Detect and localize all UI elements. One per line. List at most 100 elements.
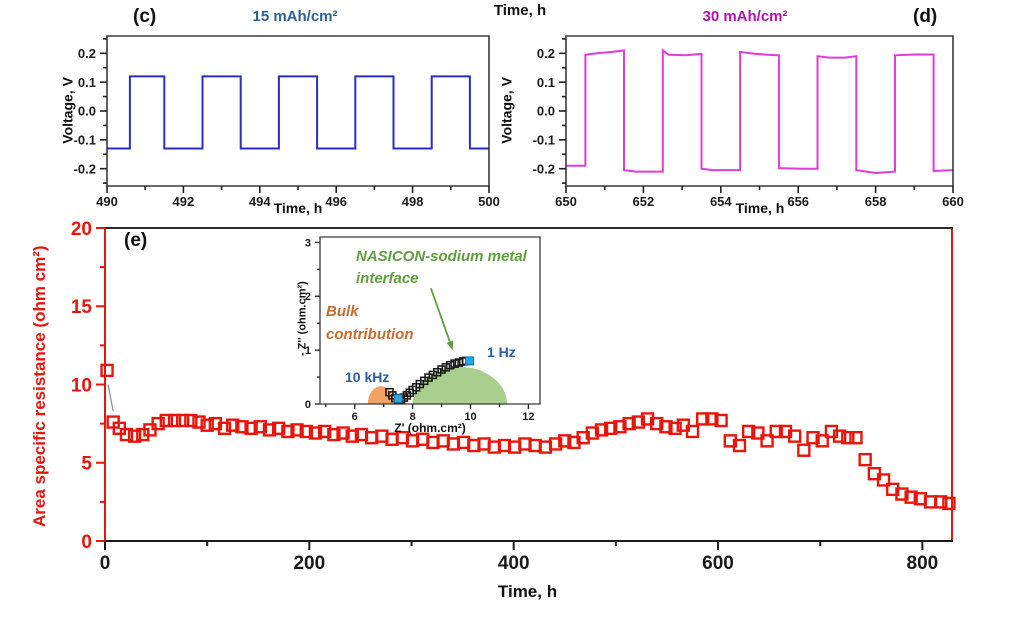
- data-point: [450, 359, 459, 368]
- y-tick-label: 0.1: [537, 75, 555, 90]
- x-tick-label: 8: [410, 411, 416, 423]
- data-point: [558, 434, 572, 448]
- data-point: [622, 416, 636, 431]
- y-tick-label: -0.1: [533, 133, 555, 148]
- data-point: [797, 443, 811, 457]
- y-tick-label: 0.1: [78, 75, 96, 90]
- panel-c-x-axis-label: Time, h: [273, 200, 323, 216]
- y-tick-label: 5: [81, 454, 92, 475]
- data-point: [942, 496, 956, 511]
- data-point: [184, 413, 198, 428]
- chart-d-series-line-0: [566, 48, 954, 175]
- data-point: [119, 427, 134, 442]
- data-point: [235, 420, 249, 434]
- data-point: [200, 418, 214, 432]
- data-point: [858, 452, 872, 467]
- chart-inset-arrow-0: [430, 287, 454, 351]
- panel-c-label: (c): [133, 6, 157, 27]
- x-tick-label: 500: [478, 194, 500, 209]
- chart-inset-semicircle-1: [412, 366, 507, 404]
- inset-annotation-high-freq: 10 kHz: [345, 369, 390, 385]
- data-point: [650, 416, 664, 431]
- data-point: [192, 415, 206, 429]
- data-point: [308, 426, 323, 440]
- data-point: [904, 490, 918, 504]
- x-tick-label: 200: [293, 553, 325, 574]
- data-point: [281, 424, 295, 439]
- y-tick-label: 0: [305, 399, 311, 411]
- data-point: [714, 413, 728, 428]
- data-point: [327, 427, 341, 442]
- data-point: [336, 426, 350, 440]
- x-tick-label: 12: [522, 411, 534, 423]
- inset-annotation-low-freq: 1 Hz: [487, 344, 516, 360]
- data-point: [548, 437, 563, 451]
- y-tick-label: 15: [71, 297, 93, 318]
- y-tick-label: 2: [305, 291, 311, 303]
- data-point: [594, 423, 609, 437]
- data-point: [604, 421, 618, 436]
- data-point: [393, 394, 403, 404]
- data-point: [262, 423, 277, 437]
- data-point: [895, 487, 909, 501]
- data-point: [696, 412, 710, 426]
- chart-e-connector-0: [107, 384, 114, 412]
- arrow-head: [446, 340, 454, 351]
- data-point: [253, 420, 268, 434]
- data-point: [244, 421, 258, 436]
- y-tick-label: 20: [71, 219, 92, 240]
- x-tick-label: 400: [498, 553, 530, 574]
- data-point: [815, 434, 829, 448]
- chart-c-series-line-0: [107, 75, 489, 150]
- chart-d-axes: 650 652 654 656 658 660 0.2 0.1 0.0 -0.1 -0.2: [533, 35, 964, 209]
- panel-d-y-axis-label: Voltage, V: [498, 77, 515, 144]
- y-tick-label: 3: [305, 237, 311, 249]
- data-point: [465, 356, 475, 366]
- data-point: [832, 429, 847, 443]
- data-point: [741, 424, 756, 439]
- chart-c-axes: 490 492 494 496 498 500 0.2 0.1 0.0 -0.1 -0.2: [74, 35, 500, 209]
- data-point: [175, 413, 190, 428]
- data-point: [751, 426, 765, 440]
- data-point: [317, 424, 332, 439]
- x-tick-label: 6: [352, 411, 358, 423]
- y-tick-label: -0.1: [74, 133, 96, 148]
- y-tick-label: 0.0: [78, 104, 96, 119]
- chart-inset-markers-1: [393, 356, 475, 404]
- data-point: [446, 360, 455, 370]
- y-tick-label: -0.2: [533, 161, 555, 176]
- data-point: [226, 418, 240, 432]
- data-point: [127, 429, 142, 443]
- data-point: [290, 423, 304, 437]
- data-point: [217, 421, 232, 436]
- data-point: [841, 431, 855, 445]
- data-point: [437, 365, 446, 374]
- x-tick-label: 494: [249, 194, 271, 209]
- chart-e-markers-0: [100, 363, 956, 511]
- data-point: [876, 473, 891, 487]
- x-tick-label: 654: [710, 194, 732, 209]
- x-tick-label: 490: [96, 194, 118, 209]
- data-point: [585, 426, 600, 440]
- chart-c: 490 492 494 496 498 500 0.2 0.1 0.0 -0.1 -0.2: [74, 35, 500, 209]
- data-point: [432, 367, 442, 377]
- data-point: [100, 363, 114, 378]
- y-tick-label: 0.2: [537, 46, 555, 61]
- data-point: [659, 420, 673, 434]
- data-point: [299, 424, 313, 439]
- data-point: [271, 421, 286, 436]
- data-point: [167, 413, 182, 428]
- inset-annotation-bulk: Bulk contribution: [326, 303, 414, 343]
- data-point: [934, 495, 948, 509]
- panel-e-y-axis-label: Area specific resistance (ohm cm²): [29, 245, 49, 527]
- top-time-axis-label: Time, h: [493, 2, 547, 19]
- data-point: [732, 438, 747, 453]
- x-tick-label: 0: [100, 553, 111, 574]
- x-tick-label: 10: [464, 411, 476, 423]
- panel-e-label: (e): [124, 230, 148, 251]
- chart-d: 650 652 654 656 658 660 0.2 0.1 0.0 -0.1 -0.2: [533, 35, 964, 209]
